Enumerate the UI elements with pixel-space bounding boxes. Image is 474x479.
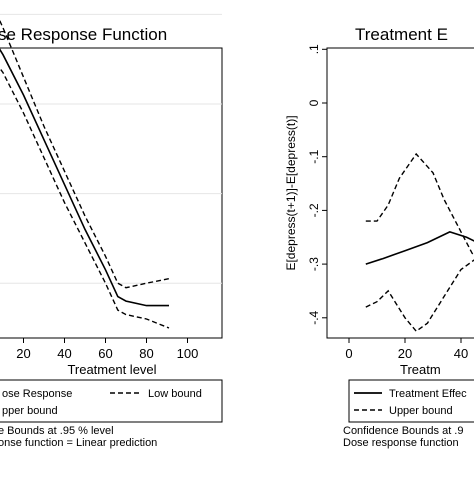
right-x-tick-label: 40 [454, 346, 468, 361]
right-x-tick-label: 0 [345, 346, 352, 361]
right-series-line-1 [365, 152, 474, 256]
left-legend-label-upper-bound: pper bound [2, 405, 58, 417]
left-gridlines [0, 13, 222, 284]
right-series-lines [365, 152, 474, 333]
left-series-line-0 [0, 48, 169, 307]
left-series-line-1 [0, 67, 170, 329]
right-x-tick-label: 20 [398, 346, 412, 361]
right-chart-title: Treatment E [355, 25, 448, 44]
left-legend-label-low-bound: Low bound [148, 388, 202, 400]
left-legend-box [0, 379, 223, 423]
left-x-tick-label: 60 [98, 346, 112, 361]
right-legend-label-treatment-effect: Treatment Effec [389, 388, 467, 400]
right-note-1: Confidence Bounds at .9 [343, 425, 463, 437]
right-y-tick-label: 0 [307, 99, 321, 106]
right-y-tick-label: -.2 [307, 203, 321, 217]
right-series-line-2 [365, 259, 474, 333]
left-series-lines [0, 19, 170, 329]
left-note-2: onse function = Linear prediction [0, 437, 157, 449]
right-y-axis-label: E[depress(t+1)]-E[depress(t)] [284, 115, 298, 270]
right-panel: Treatment E .1 0 -.1 -.2 -.3 -.4 0 20 40 E[depr… [284, 25, 474, 449]
right-legend-label-upper-bound: Upper bound [389, 405, 453, 417]
left-x-tick-label: 100 [177, 346, 199, 361]
right-y-tick-label: .1 [307, 44, 321, 54]
left-x-tick-label: 80 [139, 346, 153, 361]
left-x-tick-label: 20 [16, 346, 30, 361]
right-y-tick-label: -.4 [307, 310, 321, 324]
right-note-2: Dose response function [343, 437, 459, 449]
left-x-axis-label: Treatment level [67, 362, 156, 377]
right-y-tick-label: -.3 [307, 257, 321, 271]
right-y-tick-label: -.1 [307, 149, 321, 163]
left-series-line-2 [0, 19, 170, 289]
right-series-line-0 [365, 231, 474, 265]
left-legend-label-dose-response: ose Response [2, 388, 72, 400]
left-x-tick-label: 40 [57, 346, 71, 361]
left-chart-title: se Response Function [0, 25, 167, 44]
left-plot-background [0, 47, 223, 339]
left-note-1: e Bounds at .95 % level [0, 425, 114, 437]
right-x-axis: 0 20 40 [345, 338, 468, 361]
right-y-axis: .1 0 -.1 -.2 -.3 -.4 [307, 44, 327, 325]
right-legend-box [348, 379, 474, 423]
left-x-axis: 20 40 60 80 100 [16, 338, 198, 361]
right-x-axis-label: Treatm [400, 362, 441, 377]
right-plot-background [326, 47, 474, 339]
left-panel: se Response Function 20 40 60 80 100 Treatme… [0, 13, 223, 449]
